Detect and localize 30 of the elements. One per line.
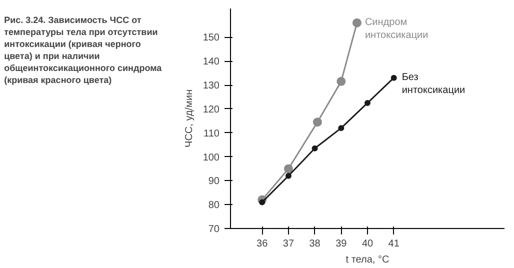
point (259, 199, 266, 206)
y-tick-label: 140 (202, 56, 220, 68)
y-tick-label: 80 (208, 200, 220, 212)
y-tick-label: 110 (204, 128, 220, 140)
series-label: Синдром интоксикации (364, 16, 428, 42)
point (390, 74, 397, 81)
x-tick-label: 40 (362, 238, 374, 250)
y-tick-label: 70 (208, 224, 220, 235)
point (364, 100, 370, 106)
y-tick-label: 150 (202, 32, 220, 44)
x-tick-label: 39 (336, 238, 348, 250)
x-tick-label: 37 (282, 238, 294, 250)
x-tick-label: 38 (309, 238, 321, 250)
y-axis-title: ЧСС, уд/мин (184, 90, 195, 148)
text: Рис. 3.24. Зависимость ЧСС от температуры тела при отсутствии интоксикации (кривая черного цвета) и при наличии общеинтоксикационного синдрома (кривая красного цвета) (4, 15, 163, 86)
x-tick-label: 36 (256, 238, 268, 250)
y-tick-label: 130 (202, 80, 220, 92)
point (285, 172, 292, 179)
point (284, 164, 293, 174)
y-tick-label: 120 (202, 104, 220, 116)
point (338, 125, 344, 132)
point (352, 18, 362, 28)
point (336, 76, 346, 86)
point (312, 118, 322, 127)
x-tick-label: 41 (388, 238, 400, 250)
y-tick-label: 90 (208, 176, 220, 188)
x-axis-title: t тела, °C (346, 254, 390, 266)
y-tick-label: 100 (202, 152, 220, 164)
series-label: Без интоксикации (402, 72, 466, 96)
point (312, 145, 318, 152)
